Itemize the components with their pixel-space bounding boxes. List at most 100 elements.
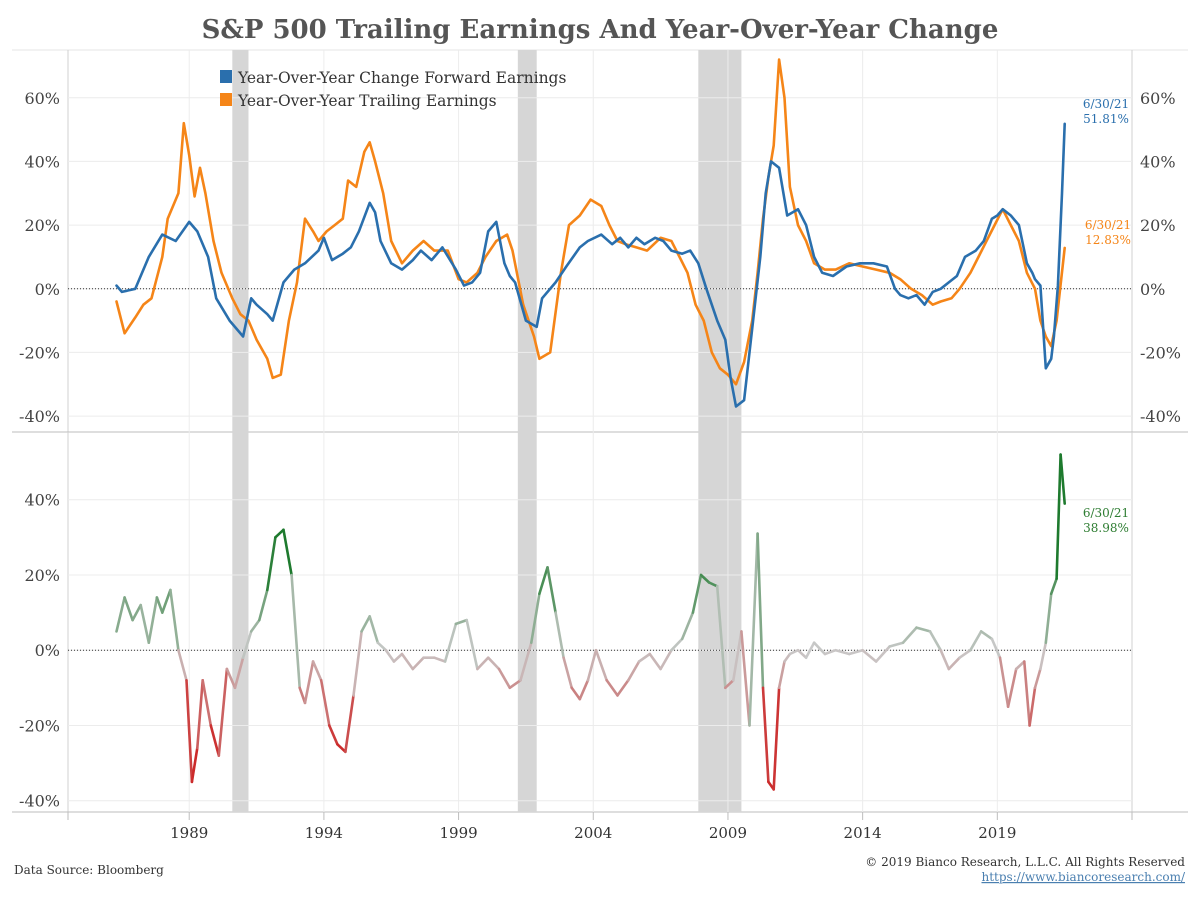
yoy-change-segment	[497, 667, 512, 690]
yoy-change-segment	[443, 622, 458, 663]
yoy-change-segment	[155, 596, 164, 614]
yoy-change-segment	[139, 603, 151, 645]
top-y-tick-label-right-2: 0%	[1140, 280, 1165, 299]
bottom-panel-series	[115, 453, 1066, 791]
recession-band-2	[698, 50, 742, 812]
annotation-change-value: 38.98%	[1083, 521, 1129, 535]
annotation-trailing-value: 12.83%	[1085, 233, 1131, 247]
yoy-change-segment	[400, 652, 415, 671]
top-y-tick-label-left-5: 60%	[24, 89, 60, 108]
yoy-change-segment	[748, 532, 759, 727]
yoy-change-segment	[562, 656, 574, 690]
yoy-change-segment	[783, 652, 792, 663]
yoy-change-segment	[546, 566, 557, 614]
data-source: Data Source: Bloomberg	[14, 863, 164, 877]
yoy-change-segment	[670, 637, 684, 652]
trailing-earnings-line	[115, 58, 1066, 386]
yoy-change-segment	[823, 648, 838, 656]
yoy-change-segment	[1033, 667, 1042, 690]
x-tick-label-1989: 1989	[170, 824, 208, 842]
yoy-change-segment	[508, 678, 522, 690]
yoy-change-segment	[290, 573, 302, 690]
top-y-tick-label-right-5: 60%	[1140, 89, 1176, 108]
gridlines	[68, 50, 1132, 812]
yoy-change-segment	[115, 596, 126, 633]
yoy-change-segment	[594, 648, 609, 682]
yoy-change-segment	[454, 618, 469, 626]
copyright: © 2019 Bianco Research, L.L.C. All Right…	[865, 855, 1185, 869]
yoy-change-segment	[777, 660, 786, 690]
yoy-change-segment	[586, 648, 598, 682]
yoy-change-segment	[411, 656, 425, 671]
yoy-change-segment	[1039, 641, 1048, 671]
yoy-change-segment	[465, 618, 479, 671]
yoy-change-segment	[131, 603, 142, 622]
yoy-change-segment	[1049, 577, 1058, 596]
bottom-y-tick-label-4: 40%	[24, 491, 60, 510]
yoy-change-segment	[570, 686, 582, 701]
yoy-change-segment	[796, 648, 808, 660]
x-tick-label-2009: 2009	[709, 824, 747, 842]
yoy-change-segment	[834, 648, 851, 656]
top-y-tick-label-left-4: 40%	[24, 152, 60, 171]
yoy-change-segment	[616, 678, 630, 697]
yoy-change-segment	[707, 581, 719, 588]
top-y-tick-label-left-1: -20%	[19, 343, 60, 362]
yoy-change-segment	[336, 742, 347, 754]
yoy-change-segment	[648, 652, 662, 671]
annotation-trailing-date: 6/30/21	[1085, 218, 1131, 232]
yoy-change-segment	[147, 596, 159, 645]
yoy-change-segment	[282, 528, 293, 577]
website-link[interactable]: https://www.biancoresearch.com/	[981, 870, 1185, 884]
yoy-change-segment	[209, 724, 221, 757]
yoy-change-segment	[1055, 453, 1062, 581]
yoy-change-segment	[756, 532, 765, 690]
bottom-y-tick-label-1: -20%	[19, 716, 60, 735]
yoy-change-segment	[344, 694, 355, 754]
annotation-change-date: 6/30/21	[1083, 506, 1129, 520]
yoy-change-segment	[476, 656, 490, 671]
annotations: 6/30/21 51.81% 6/30/21 12.83% 6/30/21 38…	[1083, 97, 1131, 535]
yoy-change-segment	[392, 652, 404, 663]
yoy-change-segment	[772, 686, 781, 791]
yoy-change-segment	[319, 678, 331, 727]
yoy-change-segment	[169, 588, 180, 652]
yoy-change-segment	[990, 637, 1002, 660]
yoy-change-segment	[1044, 592, 1053, 645]
chart-title: S&P 500 Trailing Earnings And Year-Over-…	[202, 15, 999, 45]
yoy-change-segment	[274, 528, 285, 539]
yoy-change-segment	[249, 618, 261, 633]
yoy-change-segment	[201, 678, 213, 727]
yoy-change-segment	[161, 588, 172, 614]
legend-swatch-trailing	[220, 93, 232, 106]
yoy-change-segment	[699, 573, 711, 584]
yoy-change-segment	[257, 588, 269, 622]
yoy-change-segment	[311, 660, 323, 682]
yoy-change-segment	[761, 686, 770, 784]
legend-label-trailing: Year-Over-Year Trailing Earnings	[237, 92, 497, 110]
yoy-change-segment	[123, 596, 134, 622]
yoy-change-segment	[538, 566, 549, 596]
yoy-change-segment	[788, 648, 800, 656]
yoy-change-segment	[637, 652, 652, 663]
yoy-change-segment	[969, 630, 983, 652]
yoy-change-segment	[217, 667, 229, 757]
top-y-tick-label-right-1: -20%	[1140, 343, 1181, 362]
top-y-tick-label-left-0: -40%	[19, 407, 60, 426]
yoy-change-segment	[947, 656, 961, 671]
yoy-change-segment	[185, 678, 194, 784]
yoy-change-segment	[740, 630, 751, 727]
top-y-tick-label-left-2: 0%	[35, 280, 60, 299]
yoy-change-segment	[384, 648, 396, 663]
recession-bands	[232, 50, 742, 812]
top-y-tick-label-left-3: 20%	[24, 216, 60, 235]
yoy-change-segment	[1014, 660, 1026, 671]
yoy-change-segment	[928, 630, 943, 652]
yoy-change-segment	[554, 611, 565, 660]
top-y-tick-label-right-4: 40%	[1140, 152, 1176, 171]
yoy-change-segment	[578, 678, 590, 701]
yoy-change-segment	[847, 648, 864, 656]
yoy-change-segment	[177, 648, 188, 682]
yoy-change-segment	[731, 630, 743, 682]
